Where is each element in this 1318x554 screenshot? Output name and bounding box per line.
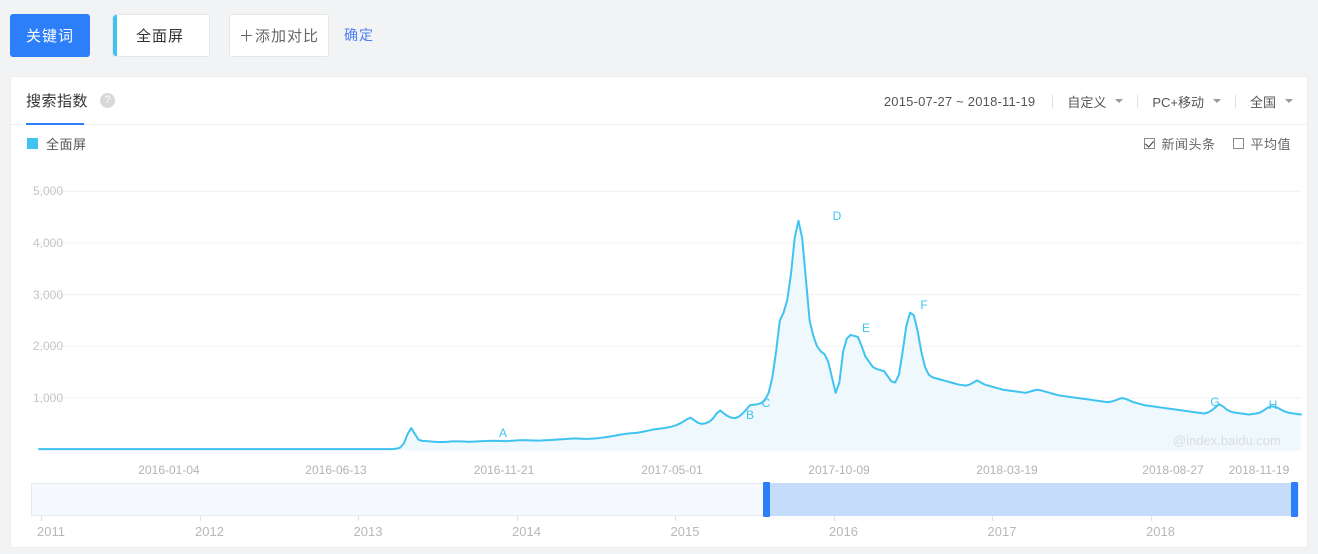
tab-active-underline xyxy=(26,123,84,125)
y-axis-tick-label: 5,000 xyxy=(32,184,63,199)
chart-option-checkboxes: 新闻头条 平均值 xyxy=(1126,134,1291,153)
slider-year-tick xyxy=(199,516,201,521)
chart-marker-f[interactable]: F xyxy=(920,298,928,312)
confirm-button[interactable]: 确定 xyxy=(344,27,374,43)
x-axis-tick-label: 2016-11-21 xyxy=(473,463,535,477)
add-comparison-button[interactable]: ＋添加对比 xyxy=(229,14,329,57)
chart-marker-e[interactable]: E xyxy=(861,321,871,335)
chart-marker-c[interactable]: C xyxy=(761,396,771,410)
x-axis-labels: 2016-01-04 2016-06-13 2016-11-21 2017-05-01… xyxy=(11,463,1309,485)
chart-area-fill xyxy=(39,220,1301,450)
help-icon[interactable]: ? xyxy=(100,93,115,108)
chart-watermark: @index.baidu.com xyxy=(1173,433,1281,448)
x-axis-tick-label: 2017-05-01 xyxy=(641,463,703,477)
slider-handle-left[interactable] xyxy=(763,482,771,517)
slider-year-label: 2014 xyxy=(512,524,541,539)
chart-marker-h[interactable]: H xyxy=(1268,398,1278,412)
slider-year-label: 2017 xyxy=(987,524,1017,539)
slider-year-tick xyxy=(41,516,42,521)
card-header: 搜索指数 ? 2015-07-27 ~ 2018-11-19 自定义 PC+移动… xyxy=(11,77,1307,125)
top-toolbar: 关键词 全面屏 ＋添加对比 确定 xyxy=(0,0,1318,71)
chevron-down-icon xyxy=(1212,99,1221,103)
slider-year-label: 2015 xyxy=(670,524,700,539)
slider-year-tick xyxy=(358,516,359,521)
x-axis-tick-label: 2018-11-19 xyxy=(1228,463,1290,477)
chart-marker-d[interactable]: D xyxy=(832,209,842,223)
tab-search-index[interactable]: 搜索指数 xyxy=(26,93,89,110)
chart-marker-g[interactable]: G xyxy=(1210,395,1220,409)
checkbox-box-icon xyxy=(1233,138,1245,149)
slider-selected-range[interactable] xyxy=(766,483,1294,516)
chevron-down-icon xyxy=(1115,99,1124,103)
region-dropdown-label: 全国 xyxy=(1249,94,1276,110)
legend-series-label: 全面屏 xyxy=(46,137,87,152)
checkbox-news-headline[interactable]: 新闻头条 xyxy=(1144,134,1215,153)
x-axis-tick-label: 2016-06-13 xyxy=(305,463,367,477)
slider-year-tick xyxy=(675,516,676,521)
time-range-slider[interactable] xyxy=(31,482,1299,517)
search-index-line-chart[interactable] xyxy=(11,163,1309,473)
search-index-card: 搜索指数 ? 2015-07-27 ~ 2018-11-19 自定义 PC+移动… xyxy=(10,76,1308,548)
period-dropdown-label: 自定义 xyxy=(1067,94,1107,110)
x-axis-tick-label: 2018-08-27 xyxy=(1142,463,1204,477)
period-dropdown[interactable]: 自定义 xyxy=(1067,92,1124,111)
device-dropdown-label: PC+移动 xyxy=(1152,94,1204,110)
divider xyxy=(1234,94,1236,108)
slider-year-label: 2013 xyxy=(353,524,383,539)
region-dropdown[interactable]: 全国 xyxy=(1250,92,1293,111)
x-axis-tick-label: 2016-01-04 xyxy=(138,463,200,477)
slider-year-label: 2016 xyxy=(829,524,858,539)
y-axis-tick-label: 4,000 xyxy=(32,235,63,250)
slider-year-axis: 2011 2012 2013 2014 2015 2016 2017 2018 xyxy=(31,516,1299,546)
y-axis-tick-label: 2,000 xyxy=(32,339,63,354)
chip-accent-bar xyxy=(113,15,117,56)
slider-year-label: 2011 xyxy=(37,524,65,539)
slider-year-label: 2012 xyxy=(195,524,224,539)
date-range-display[interactable]: 2015-07-27 ~ 2018-11-19 xyxy=(883,93,1036,109)
checkbox-news-headline-label: 新闻头条 xyxy=(1161,137,1216,152)
keyword-chip-quanmianping[interactable]: 全面屏 xyxy=(112,14,210,57)
x-axis-tick-label: 2018-03-19 xyxy=(976,463,1038,477)
checkbox-average-value[interactable]: 平均值 xyxy=(1233,134,1291,153)
chart-line-series xyxy=(38,219,1302,451)
slider-year-tick xyxy=(833,516,835,521)
keyword-button[interactable]: 关键词 xyxy=(10,14,90,57)
divider xyxy=(1137,94,1139,108)
checkbox-box-icon xyxy=(1144,138,1156,149)
x-axis-tick-label: 2017-10-09 xyxy=(808,463,870,477)
chart-marker-b[interactable]: B xyxy=(745,408,755,422)
chevron-down-icon xyxy=(1285,99,1293,103)
chip-label: 全面屏 xyxy=(136,28,185,45)
slider-year-tick xyxy=(1150,516,1152,521)
slider-handle-right[interactable] xyxy=(1290,482,1298,517)
header-controls: 2015-07-27 ~ 2018-11-19 自定义 PC+移动 全国 xyxy=(884,77,1293,125)
legend-color-swatch xyxy=(27,138,38,149)
checkbox-average-value-label: 平均值 xyxy=(1250,137,1291,152)
slider-year-tick xyxy=(516,516,518,521)
divider xyxy=(1052,94,1054,108)
slider-year-tick xyxy=(992,516,993,521)
y-axis-tick-label: 3,000 xyxy=(32,287,63,302)
legend-item-series[interactable]: 全面屏 xyxy=(27,134,87,153)
device-dropdown[interactable]: PC+移动 xyxy=(1152,92,1221,111)
legend-row: 全面屏 新闻头条 平均值 xyxy=(11,126,1307,162)
y-axis-tick-label: 1,000 xyxy=(32,391,63,405)
chart-marker-a[interactable]: A xyxy=(498,426,508,440)
slider-year-label: 2018 xyxy=(1146,524,1175,539)
